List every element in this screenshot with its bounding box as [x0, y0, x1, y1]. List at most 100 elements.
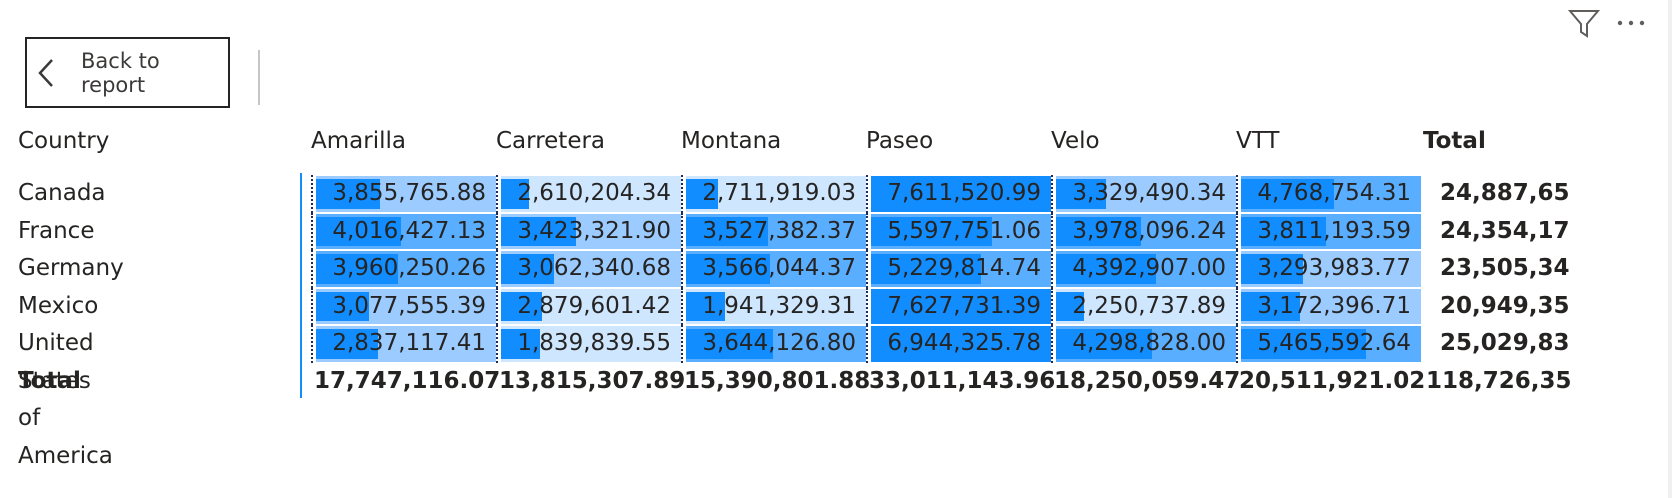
value-cell[interactable]: 6,944,325.78: [866, 325, 1051, 363]
value-cell[interactable]: 2,711,919.03: [681, 175, 866, 213]
value-cell[interactable]: 3,293,983.77: [1236, 250, 1421, 288]
cell-value: 3,527,382.37: [702, 217, 856, 244]
value-cell[interactable]: 3,644,126.80: [681, 325, 866, 363]
value-cell[interactable]: 3,062,340.68: [496, 250, 681, 288]
value-cell[interactable]: 5,597,751.06: [866, 212, 1051, 250]
cell-value: 3,644,126.80: [702, 330, 856, 356]
cell-value: 1,839,839.55: [517, 330, 671, 356]
data-bar: [1056, 216, 1141, 246]
value-cell[interactable]: 3,978,096.24: [1051, 212, 1236, 250]
value-cell[interactable]: 1,941,329.31: [681, 287, 866, 325]
cell-background: [501, 176, 681, 212]
more-options-icon[interactable]: [1616, 18, 1646, 28]
data-bar: [316, 254, 398, 284]
column-header[interactable]: Carretera: [496, 128, 606, 154]
data-bar: [871, 329, 1024, 359]
value-cell[interactable]: 3,423,321.90: [496, 212, 681, 250]
scrollbar[interactable]: [1668, 0, 1672, 498]
value-cell[interactable]: 3,527,382.37: [681, 212, 866, 250]
row-label[interactable]: Germany: [18, 255, 124, 281]
total-row-label: Total: [18, 367, 81, 394]
value-cell[interactable]: 4,392,907.00: [1051, 250, 1236, 288]
value-cell[interactable]: 3,566,044.37: [681, 250, 866, 288]
value-cell[interactable]: 4,016,427.13: [311, 212, 496, 250]
value-cell[interactable]: 2,250,737.89: [1051, 287, 1236, 325]
back-to-report-button[interactable]: Back to report: [25, 37, 230, 108]
data-bar: [501, 254, 554, 284]
column-total: 18,250,059.47: [1054, 367, 1241, 394]
cell-value: 4,392,907.00: [1072, 255, 1226, 281]
value-cell[interactable]: 3,329,490.34: [1051, 175, 1236, 213]
column-header[interactable]: VTT: [1236, 128, 1280, 154]
value-cell[interactable]: 7,627,731.39: [866, 287, 1051, 325]
cell-value: 3,062,340.68: [517, 255, 671, 281]
cell-value: 1,941,329.31: [702, 292, 856, 319]
value-cell[interactable]: 3,172,396.71: [1236, 287, 1421, 325]
visual-header: [1568, 8, 1646, 38]
value-cell[interactable]: 7,611,520.99: [866, 175, 1051, 213]
column-total: 33,011,143.96: [869, 367, 1056, 394]
data-bar: [1056, 179, 1106, 209]
row-label[interactable]: France: [18, 217, 95, 244]
value-cell[interactable]: 5,465,592.64: [1236, 325, 1421, 363]
data-bar: [1241, 179, 1334, 209]
data-bar: [1056, 254, 1156, 284]
cell-value: 4,298,828.00: [1072, 330, 1226, 356]
value-cell[interactable]: 1,839,839.55: [496, 325, 681, 363]
cell-value: 3,566,044.37: [702, 255, 856, 281]
data-bar: [501, 179, 529, 209]
value-cell[interactable]: 5,229,814.74: [866, 250, 1051, 288]
data-bar: [871, 179, 1040, 209]
column-header-total[interactable]: Total: [1423, 128, 1486, 154]
cell-value: 5,229,814.74: [887, 255, 1041, 281]
cell-value: 5,465,592.64: [1257, 330, 1411, 356]
row-label[interactable]: Canada: [18, 180, 106, 206]
cell-value: 3,978,096.24: [1072, 217, 1226, 244]
data-bar: [871, 291, 1042, 321]
data-bar: [871, 216, 992, 246]
cell-value: 3,293,983.77: [1257, 255, 1411, 281]
row-label[interactable]: Mexico: [18, 292, 99, 319]
data-bar: [686, 179, 718, 209]
data-bar: [1056, 329, 1152, 359]
column-header[interactable]: Montana: [681, 128, 782, 154]
column-total: 13,815,307.89: [499, 367, 686, 394]
row-label[interactable]: United States of America: [18, 330, 113, 469]
data-bar: [1241, 329, 1366, 359]
value-cell[interactable]: 3,855,765.88: [311, 175, 496, 213]
cell-value: 2,837,117.41: [332, 330, 486, 356]
back-to-report-label: Back to report: [81, 48, 160, 97]
row-total: 24,354,17: [1440, 217, 1570, 244]
value-cell[interactable]: 4,768,754.31: [1236, 175, 1421, 213]
cell-background: [1056, 288, 1236, 324]
value-cell[interactable]: 3,077,555.39: [311, 287, 496, 325]
row-header-divider: [300, 173, 302, 398]
column-total: 17,747,116.07: [314, 367, 501, 394]
cell-value: 4,768,754.31: [1257, 180, 1411, 206]
value-cell[interactable]: 3,811,193.59: [1236, 212, 1421, 250]
cell-value: 5,597,751.06: [887, 217, 1041, 244]
cell-value: 2,610,204.34: [517, 180, 671, 206]
row-total: 23,505,34: [1440, 255, 1570, 281]
cell-value: 2,250,737.89: [1072, 292, 1226, 319]
column-header[interactable]: Paseo: [866, 128, 934, 154]
cell-value: 2,711,919.03: [702, 180, 856, 206]
column-header[interactable]: Velo: [1051, 128, 1100, 154]
cell-value: 3,329,490.34: [1072, 180, 1226, 206]
cell-value: 3,811,193.59: [1257, 217, 1411, 244]
data-bar: [686, 216, 768, 246]
value-cell[interactable]: 2,837,117.41: [311, 325, 496, 363]
value-cell[interactable]: 4,298,828.00: [1051, 325, 1236, 363]
data-bar: [501, 291, 542, 321]
data-bar: [1241, 254, 1303, 284]
column-header[interactable]: Amarilla: [311, 128, 406, 154]
data-bar: [1241, 216, 1326, 246]
row-total: 25,029,83: [1440, 330, 1570, 356]
column-total: 15,390,801.88: [684, 367, 871, 394]
data-bar: [316, 329, 378, 359]
value-cell[interactable]: 3,960,250.26: [311, 250, 496, 288]
value-cell[interactable]: 2,610,204.34: [496, 175, 681, 213]
filter-icon[interactable]: [1568, 8, 1600, 38]
row-header-country[interactable]: Country: [18, 128, 110, 154]
value-cell[interactable]: 2,879,601.42: [496, 287, 681, 325]
